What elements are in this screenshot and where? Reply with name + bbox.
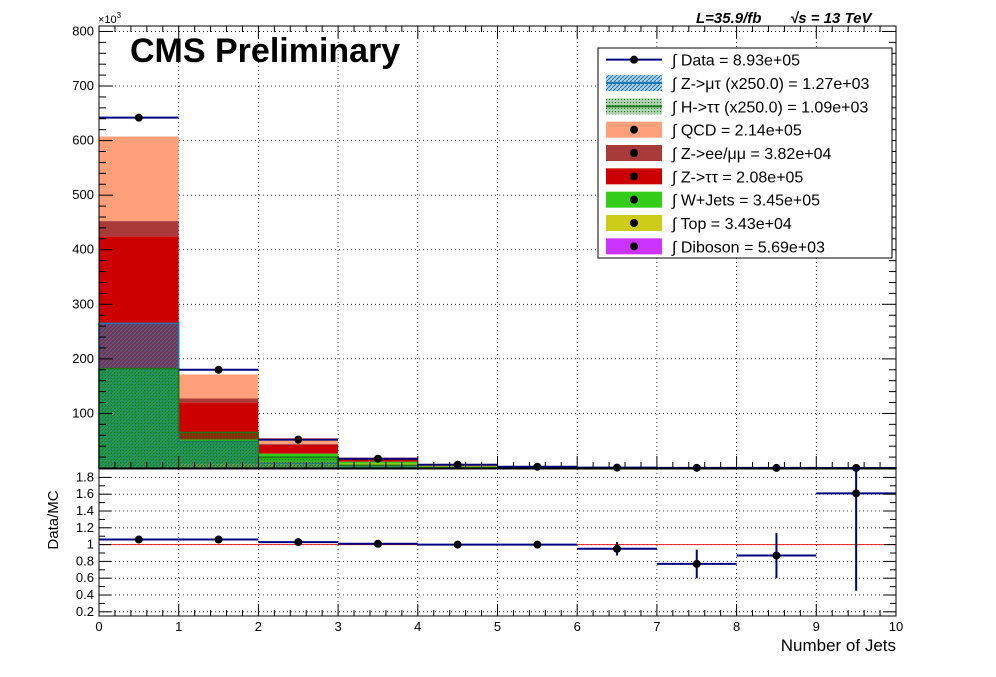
legend-bkg-marker [630,126,638,134]
ratio-point [852,489,860,497]
ytick-label: 800 [72,23,94,38]
legend-bkg-marker [630,172,638,180]
data-point [533,463,541,471]
ytick-label: 700 [72,78,94,93]
stack-bar-z- [258,445,338,454]
xtick-label: 9 [813,619,820,634]
xtick-label: 5 [494,619,501,634]
ratio-point [454,541,462,549]
legend-data-marker [630,56,638,64]
ratio-point [772,552,780,560]
xtick-label: 4 [414,619,421,634]
legend-bkg-marker [630,149,638,157]
xtick-label: 0 [95,619,102,634]
ytick-label: 400 [72,242,94,257]
ratio-point [294,538,302,546]
data-point [374,455,382,463]
legend-entry-label: ∫ W+Jets = 3.45e+05 [671,193,820,210]
xtick-label: 10 [889,619,903,634]
ratio-ytick-label: 0.4 [76,587,94,602]
stack-bar-z-ee- [258,444,338,445]
legend-entry-label: ∫ Z->ττ = 2.08e+05 [671,169,803,186]
legend-entry-label: ∫ QCD = 2.14e+05 [671,123,802,140]
xtick-label: 1 [175,619,182,634]
xtick-label: 8 [733,619,740,634]
xtick-label: 7 [653,619,660,634]
legend-entry-label: ∫ Diboson = 5.69e+03 [671,239,825,256]
stack-bar-qcd [179,374,259,398]
xtick-label: 6 [574,619,581,634]
stack-bar-qcd [99,137,179,222]
ratio-ytick-label: 0.6 [76,570,94,585]
energy-label: √s = 13 TeV [790,10,873,27]
stack-bar-z-ee- [179,398,259,402]
ratio-point [374,540,382,548]
ratio-ytick-label: 1.2 [76,520,94,535]
xtick-label: 3 [334,619,341,634]
ratio-point [135,536,143,544]
legend: ∫ Data = 8.93e+05 ∫ Z->μτ (x250.0) = 1.27… [598,48,892,258]
ratio-ytick-label: 0.8 [76,553,94,568]
x-axis-label: Number of Jets [781,636,896,655]
xtick-label: 2 [255,619,262,634]
data-point [294,436,302,444]
legend-entry-label: ∫ H->ττ (x250.0) = 1.09e+03 [671,99,868,116]
ratio-ytick-label: 1.6 [76,486,94,501]
legend-bkg-marker [630,219,638,227]
ratio-ylabel: Data/MC [45,490,62,549]
ratio-point [693,560,701,568]
ratio-point [533,541,541,549]
legend-entry-label: ∫ Data = 8.93e+05 [671,53,800,70]
lumi-label: L=35.9/fb [696,10,761,27]
data-point [135,114,143,122]
ytick-label: 500 [72,187,94,202]
ratio-ytick-label: 0.2 [76,604,94,619]
ytick-label: 100 [72,405,94,420]
legend-bkg-marker [630,242,638,250]
ratio-point [215,536,223,544]
ytick-label: 300 [72,296,94,311]
ratio-ytick-label: 1.4 [76,503,94,518]
ratio-point [613,545,621,553]
legend-entry-label: ∫ Z->μτ (x250.0) = 1.27e+03 [671,76,869,93]
data-point [215,366,223,374]
legend-entry-label: ∫ Z->ee/μμ = 3.82e+04 [671,146,831,163]
ratio-ytick-label: 1 [87,537,94,552]
ratio-ytick-label: 1.8 [76,469,94,484]
legend-entry-label: ∫ Top = 3.43e+04 [671,216,792,233]
ytick-label: 600 [72,133,94,148]
y-exponent: ×103 [98,11,122,26]
stack-bar-z-ee- [99,221,179,236]
legend-bkg-marker [630,196,638,204]
cms-label: CMS Preliminary [130,32,400,70]
ytick-label: 200 [72,351,94,366]
